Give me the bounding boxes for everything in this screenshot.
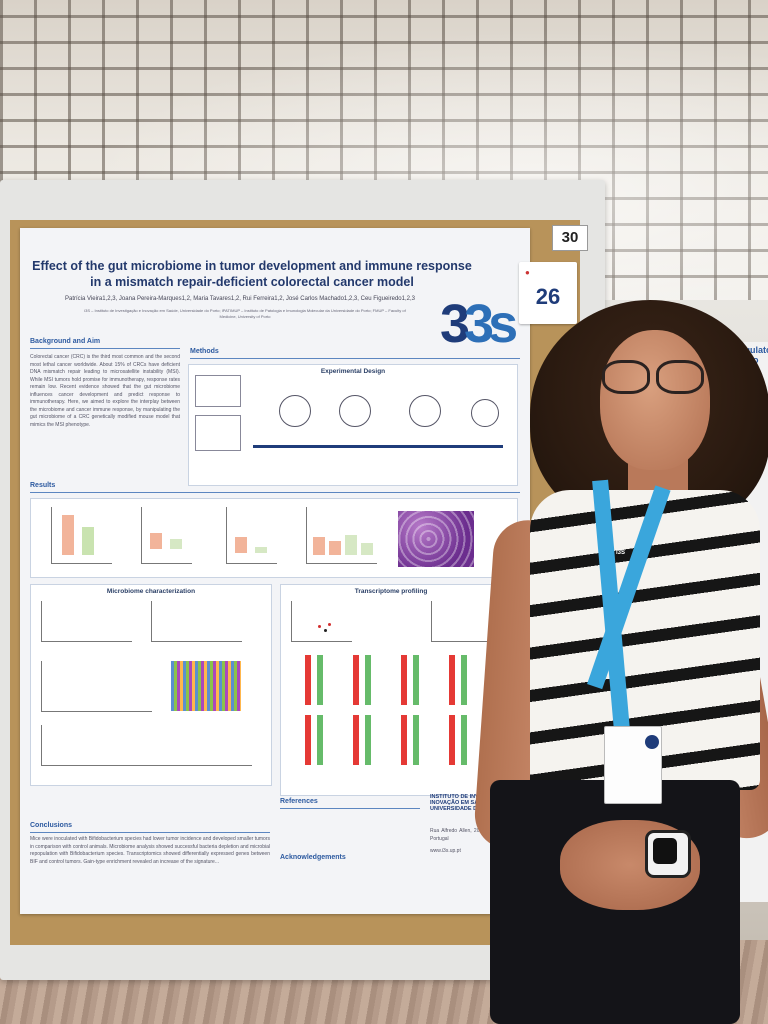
boxplot-chart	[306, 507, 377, 564]
institution-website: www.i3s.up.pt	[430, 848, 461, 854]
results-heading: Results	[30, 482, 56, 489]
box	[170, 539, 182, 549]
divider	[190, 358, 520, 359]
conclusions-heading: Conclusions	[30, 822, 73, 829]
mouse-box	[195, 375, 241, 407]
background-text: Colorectal cancer (CRC) is the third mos…	[30, 354, 180, 428]
boxplot-chart	[226, 507, 277, 564]
poster-number-sticker: ● 26	[519, 262, 577, 324]
qpcr-chart	[41, 725, 252, 766]
stacked-bar-chart	[171, 661, 241, 711]
tumor-incidence-chart	[51, 507, 112, 564]
volcano-plot	[291, 601, 352, 642]
divider	[30, 348, 180, 349]
box	[150, 533, 162, 549]
methods-heading: Methods	[190, 348, 219, 355]
beta-diversity-chart	[151, 601, 242, 642]
box	[329, 541, 341, 555]
abundance-chart	[41, 661, 152, 712]
bar	[82, 527, 94, 555]
references-heading: References	[280, 798, 318, 805]
lens-right	[656, 360, 704, 394]
step-icon	[279, 395, 311, 427]
timeline	[253, 445, 503, 448]
i3s-logo: 33s	[440, 294, 518, 354]
step-icon	[339, 395, 371, 427]
poster-title: Effect of the gut microbiome in tumor de…	[32, 259, 472, 289]
name-badge	[604, 726, 662, 804]
conference-logo-icon: ●	[525, 268, 530, 277]
gene-expression-bars	[291, 655, 491, 705]
box	[345, 535, 357, 555]
bar	[62, 515, 74, 555]
point	[318, 625, 321, 628]
divider	[30, 492, 520, 493]
microbiome-panel: Microbiome characterization	[30, 584, 272, 786]
institution-name: INSTITUTO DE INVESTIGAÇÃO E INOVAÇÃO EM …	[430, 794, 517, 812]
box	[361, 543, 373, 555]
step-icon	[471, 399, 499, 427]
experimental-design-title: Experimental Design	[320, 368, 386, 375]
point	[324, 629, 327, 632]
divider	[280, 808, 420, 809]
glasses-icon	[600, 360, 704, 394]
box	[255, 547, 267, 553]
smartwatch-icon	[645, 830, 691, 878]
board-number: 30	[552, 225, 588, 251]
lanyard-text: i3S	[616, 550, 626, 556]
point	[328, 623, 331, 626]
boxplot-chart	[141, 507, 192, 564]
poster-authors: Patrícia Vieira1,2,3, Joana Pereira-Marq…	[65, 296, 415, 302]
group-box	[195, 415, 241, 451]
box	[235, 537, 247, 553]
acknowledgements-heading: Acknowledgements	[280, 854, 346, 861]
institution-address: Rua Alfredo Allen, 208 4200-135 Porto Po…	[430, 828, 520, 842]
conclusions-text: Mice were inoculated with Bifidobacteriu…	[30, 836, 270, 865]
divider	[30, 832, 270, 833]
microbiome-title: Microbiome characterization	[106, 588, 196, 595]
alpha-diversity-chart	[41, 601, 132, 642]
gene-expression-bars	[291, 715, 491, 765]
sticker-number: 26	[535, 284, 561, 309]
poster-affiliations: i3S – Instituto de Investigação e Inovaç…	[84, 308, 406, 319]
histology-image	[398, 511, 474, 567]
badge-logo-icon	[645, 735, 659, 749]
scientific-poster: Effect of the gut microbiome in tumor de…	[20, 228, 530, 914]
step-icon	[409, 395, 441, 427]
transcriptome-title: Transcriptome profiling	[354, 588, 428, 595]
background-heading: Background and Aim	[30, 338, 101, 345]
transcriptome-panel: Transcriptome profiling	[280, 584, 502, 796]
box	[313, 537, 325, 555]
enrichment-plot	[431, 601, 488, 642]
lens-left	[602, 360, 650, 394]
experimental-design-panel: Experimental Design	[188, 364, 518, 486]
person-face	[600, 330, 710, 470]
